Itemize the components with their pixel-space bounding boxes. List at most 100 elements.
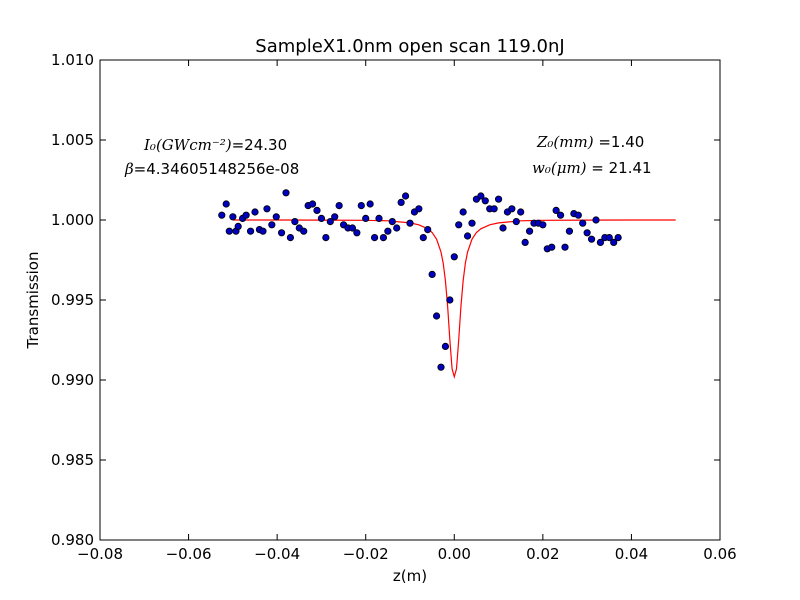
- data-point: [494, 195, 503, 203]
- data-point: [548, 243, 556, 251]
- data-point: [375, 214, 383, 222]
- intensity-annotation: I₀(GWcm⁻²)=24.30: [143, 136, 287, 154]
- data-point: [424, 226, 432, 234]
- data-point: [583, 229, 591, 237]
- ticks-layer: −0.08 −0.06 −0.04 −0.02 0.00 0.02 0.04 0.06 0.98…: [51, 51, 737, 563]
- data-point: [397, 198, 405, 206]
- data-point: [446, 296, 454, 304]
- data-point: [605, 234, 613, 242]
- data-point: [521, 238, 529, 246]
- data-point: [592, 216, 600, 224]
- intensity-value: =24.30: [232, 136, 288, 154]
- data-point: [353, 229, 361, 237]
- data-point: [539, 221, 547, 229]
- x-tick-label: 0.04: [615, 545, 648, 563]
- data-point: [291, 218, 299, 226]
- y-axis-label: Transmission: [24, 252, 42, 350]
- x-tick-label: −0.02: [343, 545, 389, 563]
- data-point: [512, 218, 520, 226]
- data-point: [556, 211, 565, 219]
- data-point: [282, 189, 290, 197]
- plot-area: [100, 60, 720, 540]
- intensity-label: I₀(GWcm⁻²): [143, 136, 232, 154]
- data-point: [455, 221, 463, 229]
- data-point: [242, 211, 250, 219]
- beta-value: =4.34605148256e-08: [134, 160, 300, 178]
- data-point: [552, 206, 560, 214]
- data-point: [331, 213, 339, 221]
- data-point: [272, 213, 280, 221]
- data-point: [222, 200, 230, 208]
- z0-value: =1.40: [594, 133, 645, 151]
- data-point: [366, 200, 374, 208]
- data-point: [379, 234, 388, 242]
- data-point: [317, 214, 326, 222]
- data-point: [246, 227, 255, 235]
- data-point: [229, 213, 237, 221]
- x-axis-label: z(m): [393, 567, 427, 585]
- data-point: [300, 227, 308, 235]
- data-point: [218, 211, 226, 219]
- x-tick-label: 0.02: [526, 545, 559, 563]
- y-tick-label: 1.010: [51, 51, 94, 69]
- y-tick-label: 0.985: [51, 451, 94, 469]
- plot-frame: [99, 59, 721, 541]
- data-point: [499, 224, 507, 232]
- data-point: [610, 238, 618, 246]
- data-point: [574, 211, 582, 219]
- data-point: [561, 243, 569, 251]
- data-point: [463, 232, 472, 240]
- w0-value: = 21.41: [587, 159, 652, 177]
- data-point: [477, 192, 485, 200]
- data-point: [450, 253, 458, 261]
- data-points-layer: [218, 189, 622, 371]
- data-point: [384, 227, 392, 235]
- data-point: [468, 219, 476, 227]
- y-tick-label: 1.005: [51, 131, 94, 149]
- data-point: [428, 270, 436, 278]
- data-point: [525, 227, 534, 235]
- y-tick-label: 0.995: [51, 291, 94, 309]
- data-point: [259, 227, 267, 235]
- x-tick-label: 0.00: [438, 545, 471, 563]
- data-point: [437, 363, 445, 371]
- z0-annotation: Z₀(mm) =1.40: [536, 133, 644, 151]
- data-point: [393, 224, 401, 232]
- x-tick-label: 0.06: [703, 545, 736, 563]
- data-point: [565, 227, 574, 235]
- data-point: [587, 235, 596, 243]
- data-point: [277, 229, 286, 237]
- data-point: [481, 197, 489, 205]
- data-point: [348, 224, 357, 232]
- data-point: [251, 208, 259, 216]
- data-point: [370, 234, 379, 242]
- data-point: [263, 205, 271, 213]
- data-point: [357, 202, 365, 210]
- w0-label: w₀(μm): [532, 159, 587, 177]
- data-point: [441, 342, 450, 350]
- beta-annotation: β=4.34605148256e-08: [124, 160, 299, 178]
- data-point: [419, 234, 427, 242]
- data-point: [459, 208, 467, 216]
- z0-label: Z₀(mm): [536, 133, 594, 151]
- data-point: [388, 218, 396, 226]
- data-point: [596, 238, 605, 246]
- x-tick-label: −0.08: [77, 545, 123, 563]
- data-point: [517, 208, 525, 216]
- y-tick-label: 0.990: [51, 371, 94, 389]
- data-point: [614, 234, 622, 242]
- data-point: [415, 205, 423, 213]
- data-point: [308, 200, 317, 208]
- data-point: [335, 202, 343, 210]
- data-point: [326, 218, 334, 226]
- w0-annotation: w₀(μm) = 21.41: [532, 159, 652, 177]
- data-point: [225, 227, 233, 235]
- data-point: [322, 234, 330, 242]
- data-point: [508, 205, 516, 213]
- beta-label: β: [124, 160, 134, 178]
- y-tick-label: 0.980: [51, 531, 94, 549]
- chart-title: SampleX1.0nm open scan 119.0nJ: [255, 36, 564, 57]
- data-point: [406, 219, 414, 227]
